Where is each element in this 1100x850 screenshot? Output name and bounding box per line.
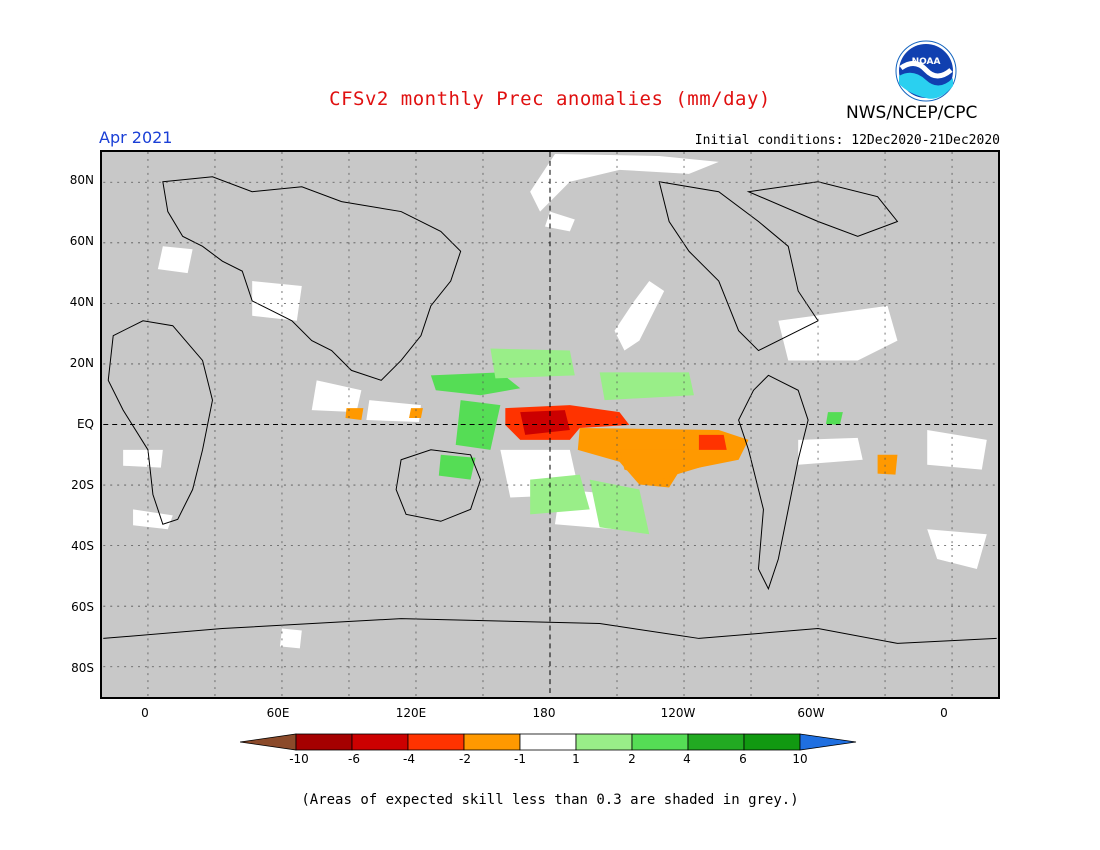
lat-label-20s: 20S: [71, 478, 94, 492]
lat-label-40s: 40S: [71, 539, 94, 553]
colorbar-segment: [575, 733, 633, 751]
colorbar-segment: [519, 733, 577, 751]
colorbar-tick: -1: [514, 752, 526, 766]
lon-label-180: 180: [532, 706, 556, 720]
lon-label-60w: 60W: [797, 706, 825, 720]
noaa-logo: NOAA: [895, 40, 957, 102]
lon-label-60e: 60E: [266, 706, 290, 720]
colorbar-arrow-right: [799, 733, 857, 751]
lon-label-0: 0: [141, 706, 149, 720]
colorbar-tick: 6: [739, 752, 747, 766]
colorbar-tick: -10: [289, 752, 309, 766]
lon-label-120e: 120E: [395, 706, 427, 720]
colorbar: [239, 733, 862, 755]
coastlines: [103, 176, 997, 644]
colorbar-tick: -4: [403, 752, 415, 766]
colorbar-svg: [239, 733, 857, 751]
equator-dateline: [103, 152, 997, 697]
lat-label-60s: 60S: [71, 600, 94, 614]
lon-label-120w: 120W: [660, 706, 696, 720]
agency-label: NWS/NCEP/CPC: [846, 103, 978, 123]
red-strong-negative-anomaly-patches: [505, 405, 727, 450]
lat-label-20n: 20N: [69, 356, 94, 370]
colorbar-segment: [351, 733, 409, 751]
colorbar-segment: [743, 733, 801, 751]
map-canvas: [103, 152, 997, 697]
lon-label-0-right: 0: [940, 706, 948, 720]
lat-label-60n: 60N: [69, 234, 94, 248]
noaa-logo-text: NOAA: [912, 57, 941, 67]
colorbar-tick: -2: [459, 752, 471, 766]
anomaly-map: [100, 150, 1000, 699]
colorbar-tick: 4: [683, 752, 691, 766]
colorbar-tick: 10: [792, 752, 808, 766]
footnote: (Areas of expected skill less than 0.3 a…: [301, 792, 799, 808]
colorbar-tick: -6: [348, 752, 360, 766]
lat-label-eq: EQ: [76, 417, 94, 431]
forecast-month: Apr 2021: [99, 128, 173, 147]
map-title: CFSv2 monthly Prec anomalies (mm/day): [329, 88, 771, 110]
lat-label-40n: 40N: [69, 295, 94, 309]
white-low-anomaly-patches: [123, 153, 987, 649]
green-positive-anomaly-patches: [430, 348, 843, 535]
lat-label-80n: 80N: [69, 173, 94, 187]
colorbar-segment: [295, 733, 353, 751]
colorbar-arrow-left: [239, 733, 297, 751]
colorbar-segment: [687, 733, 745, 751]
lat-label-80s: 80S: [71, 661, 94, 675]
colorbar-segment: [463, 733, 521, 751]
colorbar-tick: 1: [572, 752, 580, 766]
colorbar-segment: [631, 733, 689, 751]
colorbar-segment: [407, 733, 465, 751]
initial-conditions: Initial conditions: 12Dec2020-21Dec2020: [694, 133, 1000, 148]
colorbar-tick: 2: [628, 752, 636, 766]
